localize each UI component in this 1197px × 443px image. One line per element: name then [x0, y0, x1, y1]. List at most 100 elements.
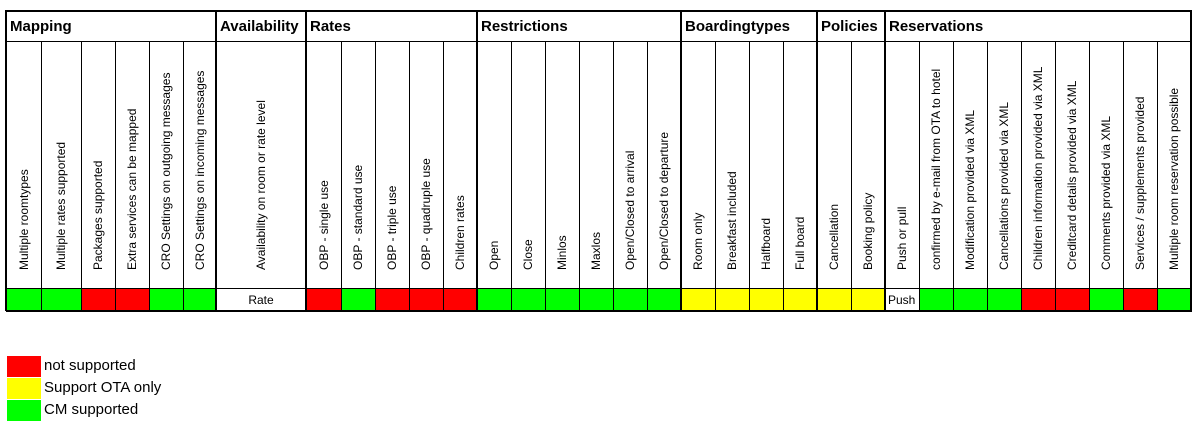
column-label: Halfboard	[759, 217, 773, 270]
grid-line	[1123, 41, 1124, 311]
column-label-cell: Availability on room or rate level	[216, 41, 306, 288]
grid-line	[953, 41, 954, 311]
column-label: Children rates	[453, 195, 467, 270]
column-label: CRO Settings on outgoing messages	[159, 72, 173, 270]
column-label-cell: Push or pull	[885, 41, 919, 288]
grid-line-thick	[5, 10, 7, 311]
status-cell	[115, 288, 149, 311]
status-cell	[6, 288, 41, 311]
legend-label: Support OTA only	[44, 379, 162, 396]
column-label-cell: Creditcard details provided via XML	[1055, 41, 1089, 288]
status-cell	[1055, 288, 1089, 311]
column-label: Breakfast included	[725, 171, 739, 270]
status-cell	[715, 288, 749, 311]
status-cell	[545, 288, 579, 311]
column-label-cell: CRO Settings on incoming messages	[183, 41, 216, 288]
group-header: Rates	[310, 17, 351, 35]
column-label: Push or pull	[895, 206, 909, 270]
grid-line	[851, 41, 852, 311]
column-label-cell: Multiple rates supported	[41, 41, 81, 288]
status-cell	[1123, 288, 1157, 311]
grid-line	[579, 41, 580, 311]
status-cell	[1157, 288, 1191, 311]
status-cell	[613, 288, 647, 311]
status-cell	[477, 288, 511, 311]
legend-swatch	[7, 378, 41, 399]
column-label-cell: Halfboard	[749, 41, 783, 288]
status-cell	[306, 288, 341, 311]
status-cell	[919, 288, 953, 311]
legend-item: Support OTA only	[7, 378, 307, 399]
status-cell	[783, 288, 817, 311]
grid-line-thick	[884, 10, 886, 311]
column-label: Multiple rates supported	[54, 141, 68, 270]
column-label: confirmed by e-mail from OTA to hotel	[929, 68, 943, 270]
column-label: OBP - quadruple use	[419, 158, 433, 270]
grid-line	[6, 288, 1192, 289]
column-label: Open	[487, 240, 501, 270]
status-cell	[41, 288, 81, 311]
column-label: Full board	[793, 216, 807, 270]
column-label-cell: Children rates	[443, 41, 477, 288]
status-value: Push	[888, 292, 916, 307]
column-label: OBP - standard use	[351, 164, 365, 270]
status-cell	[579, 288, 613, 311]
grid-line-thick	[6, 10, 1192, 12]
grid-line	[443, 41, 444, 311]
grid-line-thick	[215, 10, 217, 311]
status-cell: Rate	[216, 288, 306, 311]
legend-label: CM supported	[44, 401, 139, 418]
grid-line-thick	[6, 310, 1192, 312]
status-cell	[817, 288, 851, 311]
grid-line	[511, 41, 512, 311]
grid-line	[81, 41, 82, 311]
status-cell	[375, 288, 409, 311]
legend-item: not supported	[7, 356, 307, 377]
column-label: Booking policy	[861, 192, 875, 270]
grid-line-thick	[680, 10, 682, 311]
column-label-cell: Room only	[681, 41, 715, 288]
status-cell	[1089, 288, 1123, 311]
column-label-cell: Breakfast included	[715, 41, 749, 288]
grid-line	[41, 41, 42, 311]
column-label: Minlos	[555, 235, 569, 270]
legend-swatch	[7, 356, 41, 377]
status-cell	[81, 288, 115, 311]
column-label: Multiple room reservation possible	[1167, 87, 1181, 270]
grid-line	[375, 41, 376, 311]
status-cell	[511, 288, 545, 311]
column-label-cell: OBP - quadruple use	[409, 41, 443, 288]
group-header: Availability	[220, 17, 299, 35]
group-header: Reservations	[889, 17, 984, 35]
column-label: Open/Closed to arrival	[623, 150, 637, 270]
grid-line	[341, 41, 342, 311]
group-header: Restrictions	[481, 17, 568, 35]
column-label-cell: OBP - triple use	[375, 41, 409, 288]
column-label-cell: Maxlos	[579, 41, 613, 288]
column-label-cell: Booking policy	[851, 41, 885, 288]
column-label: Extra services can be mapped	[125, 108, 139, 270]
status-cell	[1021, 288, 1055, 311]
column-label: Services / supplements provided	[1133, 96, 1147, 270]
column-label-cell: Full board	[783, 41, 817, 288]
column-label: Availability on room or rate level	[254, 100, 268, 270]
group-header: Mapping	[10, 17, 72, 35]
status-cell	[183, 288, 216, 311]
grid-line	[1055, 41, 1056, 311]
group-header: Boardingtypes	[685, 17, 791, 35]
column-label-cell: Cancellations provided via XML	[987, 41, 1021, 288]
status-cell	[409, 288, 443, 311]
grid-line-thick	[816, 10, 818, 311]
column-label: Close	[521, 239, 535, 270]
status-value: Rate	[248, 292, 274, 307]
status-cell	[149, 288, 183, 311]
status-cell	[953, 288, 987, 311]
status-cell	[341, 288, 375, 311]
grid-line	[6, 41, 1192, 42]
column-label-cell: Minlos	[545, 41, 579, 288]
grid-line	[647, 41, 648, 311]
status-cell	[851, 288, 885, 311]
grid-line-thick	[305, 10, 307, 311]
grid-line	[613, 41, 614, 311]
column-label: Maxlos	[589, 231, 603, 270]
